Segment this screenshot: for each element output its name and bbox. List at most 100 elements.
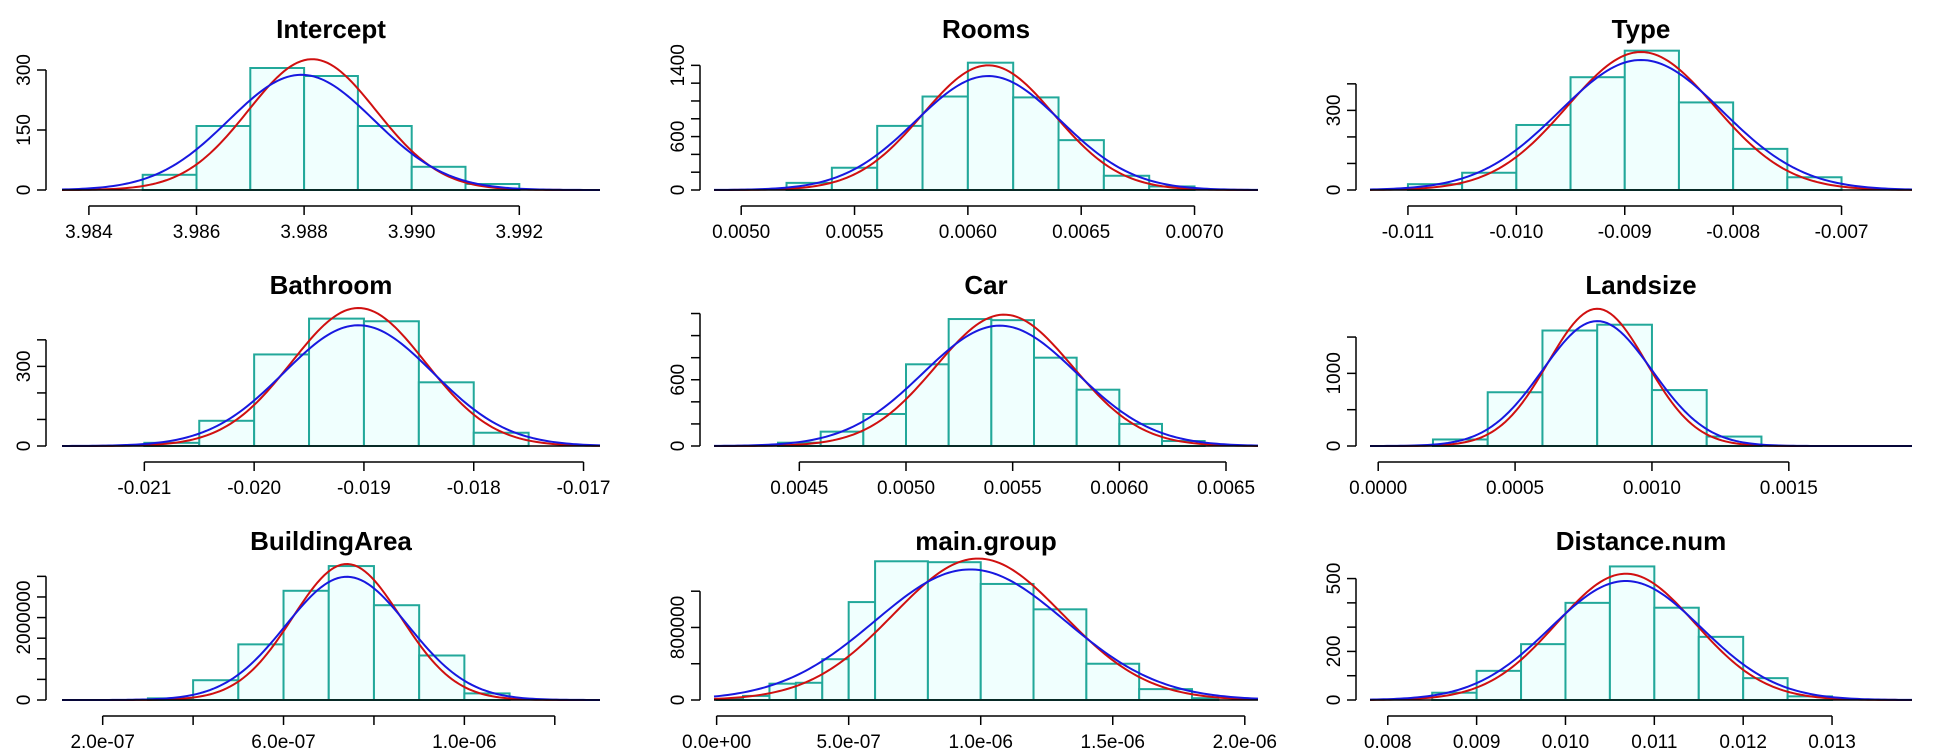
histogram-bar bbox=[1564, 601, 1611, 701]
histogram-bar bbox=[1486, 391, 1544, 447]
x-tick-label: 0.0010 bbox=[1623, 478, 1681, 499]
x-tick-label: 3.990 bbox=[388, 222, 436, 243]
y-tick-label: 0 bbox=[668, 185, 689, 196]
density-curve-blue bbox=[1369, 580, 1913, 701]
y-tick-label: 0 bbox=[14, 185, 35, 196]
x-tick-label: 0.010 bbox=[1542, 732, 1590, 753]
y-tick-label: 300 bbox=[1324, 95, 1345, 127]
histogram-panel: Type -0.011 -0.010 -0.009 -0.008 -0.007 0 300 bbox=[1324, 14, 1913, 243]
histogram-bar bbox=[1138, 688, 1193, 701]
density-curve-blue bbox=[61, 73, 601, 191]
x-tick-label: 1.0e-06 bbox=[432, 732, 496, 753]
x-tick-label: 3.986 bbox=[173, 222, 221, 243]
x-tick-label: 0.0070 bbox=[1165, 222, 1223, 243]
y-tick-label: 600 bbox=[668, 364, 689, 396]
panel-title: Car bbox=[964, 270, 1007, 300]
histogram-panel: Bathroom -0.021 -0.020 -0.019 -0.018 -0.017 0 3… bbox=[14, 270, 610, 499]
density-curve-red bbox=[1369, 572, 1912, 701]
histogram-bar bbox=[372, 604, 421, 701]
y-tick-label: 300 bbox=[14, 351, 35, 383]
density-curve-blue bbox=[713, 324, 1259, 447]
x-tick-label: 2.0e-06 bbox=[1213, 732, 1277, 753]
histogram-bar bbox=[1677, 101, 1735, 191]
x-tick-label: 0.0045 bbox=[770, 478, 828, 499]
x-tick-label: -0.010 bbox=[1489, 222, 1543, 243]
density-curve-red bbox=[714, 313, 1259, 447]
x-tick-label: -0.019 bbox=[337, 478, 391, 499]
histogram-bar bbox=[198, 419, 256, 447]
x-tick-label: -0.009 bbox=[1598, 222, 1652, 243]
y-tick-label: 1400 bbox=[668, 44, 689, 86]
histogram-bar bbox=[990, 319, 1035, 448]
histogram-panel: Intercept 3.984 3.986 3.988 3.990 3.992 0 150 30… bbox=[14, 14, 601, 243]
y-tick-label: 0 bbox=[668, 441, 689, 452]
y-tick-label: 150 bbox=[14, 114, 35, 146]
histogram-bar bbox=[1653, 606, 1700, 702]
x-tick-label: 0.0055 bbox=[825, 222, 883, 243]
density-curve-red bbox=[713, 557, 1259, 701]
x-tick-label: 3.988 bbox=[280, 222, 328, 243]
panel-title: Intercept bbox=[276, 14, 386, 44]
panel-title: main.group bbox=[915, 526, 1057, 556]
x-tick-label: 0.0065 bbox=[1197, 478, 1255, 499]
histogram-bar bbox=[1515, 123, 1572, 191]
x-tick-label: 5.0e-07 bbox=[816, 732, 880, 753]
y-tick-label: 0 bbox=[1324, 441, 1345, 452]
histogram-bar bbox=[847, 601, 877, 702]
panel-title: Type bbox=[1612, 14, 1671, 44]
density-curve-red bbox=[1369, 50, 1913, 191]
histogram-bar bbox=[282, 589, 330, 702]
x-tick-label: -0.021 bbox=[117, 478, 171, 499]
x-tick-label: 0.011 bbox=[1631, 732, 1677, 753]
density-curve-blue bbox=[62, 324, 601, 447]
x-tick-label: 0.013 bbox=[1808, 732, 1856, 753]
x-tick-label: 1.5e-06 bbox=[1081, 732, 1145, 753]
x-tick-label: -0.011 bbox=[1382, 222, 1434, 243]
histogram-bar bbox=[308, 317, 365, 447]
panel-title: Distance.num bbox=[1556, 526, 1727, 556]
x-tick-label: 1.0e-06 bbox=[948, 732, 1012, 753]
y-tick-label: 0 bbox=[1324, 185, 1345, 196]
histogram-bar bbox=[947, 318, 993, 448]
histogram-bar bbox=[303, 75, 359, 191]
histogram-bar bbox=[1075, 388, 1121, 448]
histogram-panel: Distance.num 0.008 0.009 0.010 0.011 0.012 0.0… bbox=[1324, 526, 1913, 753]
histogram-bar bbox=[417, 381, 475, 447]
histogram-bar bbox=[1541, 329, 1599, 447]
y-tick-label: 800000 bbox=[668, 596, 689, 659]
histogram-bar bbox=[1608, 565, 1656, 702]
y-tick-label: 600 bbox=[668, 121, 689, 153]
histogram-bar bbox=[1033, 356, 1078, 447]
density-curve-blue bbox=[1369, 58, 1913, 191]
x-tick-label: 0.0005 bbox=[1486, 478, 1544, 499]
histogram-bar bbox=[874, 560, 929, 702]
histogram-bar bbox=[966, 61, 1015, 192]
panel-title: Bathroom bbox=[270, 270, 393, 300]
x-tick-label: 0.0050 bbox=[712, 222, 770, 243]
y-tick-label: 2000000 bbox=[14, 581, 35, 655]
histogram-bar bbox=[1032, 608, 1088, 701]
x-tick-label: 0.0000 bbox=[1349, 478, 1407, 499]
histogram-bar bbox=[1786, 176, 1843, 191]
histogram-bar bbox=[237, 643, 285, 702]
x-tick-label: 0.009 bbox=[1453, 732, 1501, 753]
y-tick-label: 500 bbox=[1324, 563, 1345, 595]
histogram-bar bbox=[1650, 389, 1708, 447]
histogram-panel: Landsize 0.0000 0.0005 0.0010 0.0015 0 1000 bbox=[1324, 270, 1912, 499]
x-tick-label: -0.018 bbox=[447, 478, 501, 499]
x-tick-label: 0.0050 bbox=[877, 478, 935, 499]
x-tick-label: 0.0060 bbox=[939, 222, 997, 243]
x-tick-label: 0.012 bbox=[1719, 732, 1767, 753]
y-tick-label: 200 bbox=[1324, 636, 1345, 668]
histogram-bar bbox=[249, 67, 306, 191]
x-tick-label: -0.020 bbox=[227, 478, 281, 499]
x-tick-label: -0.017 bbox=[557, 478, 611, 499]
histogram-panel: Car 0.0045 0.0050 0.0055 0.0060 0.0065 0 600 bbox=[668, 270, 1259, 499]
histogram-panel: BuildingArea 2.0e-07 6.0e-07 1.0e-06 0 200000… bbox=[14, 526, 601, 753]
histogram-bar bbox=[921, 95, 969, 191]
histogram-bar bbox=[926, 561, 982, 701]
histogram-bar bbox=[1596, 323, 1653, 447]
x-tick-label: 0.0065 bbox=[1052, 222, 1110, 243]
x-tick-label: 3.984 bbox=[65, 222, 113, 243]
